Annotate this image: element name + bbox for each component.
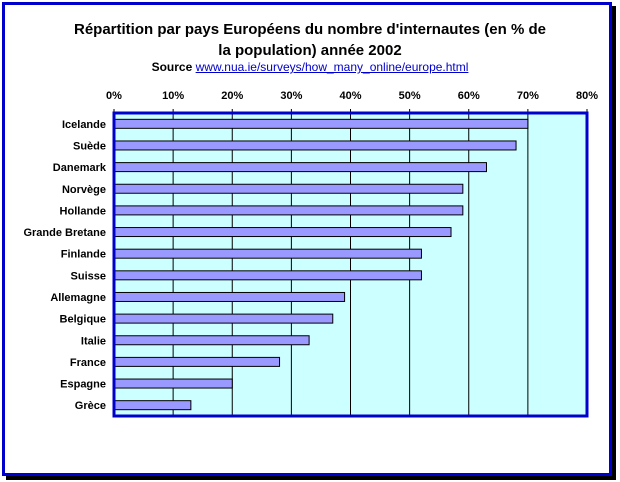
x-tick-label: 50% [399,90,421,102]
x-tick-label: 10% [162,90,184,102]
category-label: Finlande [61,249,106,261]
bar [113,248,422,259]
bar [113,335,310,346]
bar [113,140,517,151]
category-label: Grèce [75,400,106,412]
chart-title: Répartition par pays Européens du nombre… [8,19,612,61]
bar [113,270,422,281]
category-label: Norvège [62,184,106,196]
category-label: Hollande [60,205,106,217]
category-label: Espagne [60,379,106,391]
bar [113,227,452,238]
x-tick-label: 40% [339,90,361,102]
category-label: Danemark [53,162,107,174]
bar [113,291,346,302]
x-tick-label: 0% [106,90,122,102]
bar [113,183,464,194]
category-label: Grande Bretane [23,227,106,239]
x-tick-label: 70% [517,90,539,102]
bar [113,205,464,216]
bar [113,378,233,389]
category-label: Icelande [62,119,106,131]
bar [113,118,529,129]
x-tick-label: 80% [576,90,598,102]
category-label: Italie [81,335,106,347]
category-label: Belgique [60,314,106,326]
title-line-1: Répartition par pays Européens du nombre… [74,21,546,38]
category-label: Allemagne [50,292,106,304]
source-link[interactable]: www.nua.ie/surveys/how_many_online/europ… [195,60,469,74]
title-line-2: la population) année 2002 [218,42,402,59]
source-label: Source [151,60,193,74]
category-label: France [70,357,106,369]
bar [113,400,192,411]
bar [113,356,281,367]
x-tick-label: 20% [221,90,243,102]
x-tick-label: 30% [280,90,302,102]
chart-source: Source www.nua.ie/surveys/how_many_onlin… [8,60,612,74]
x-tick-label: 60% [458,90,480,102]
bar [113,162,487,173]
plot-border [112,111,589,418]
category-label: Suisse [71,270,106,282]
bar [113,313,334,324]
category-label: Suède [73,140,106,152]
